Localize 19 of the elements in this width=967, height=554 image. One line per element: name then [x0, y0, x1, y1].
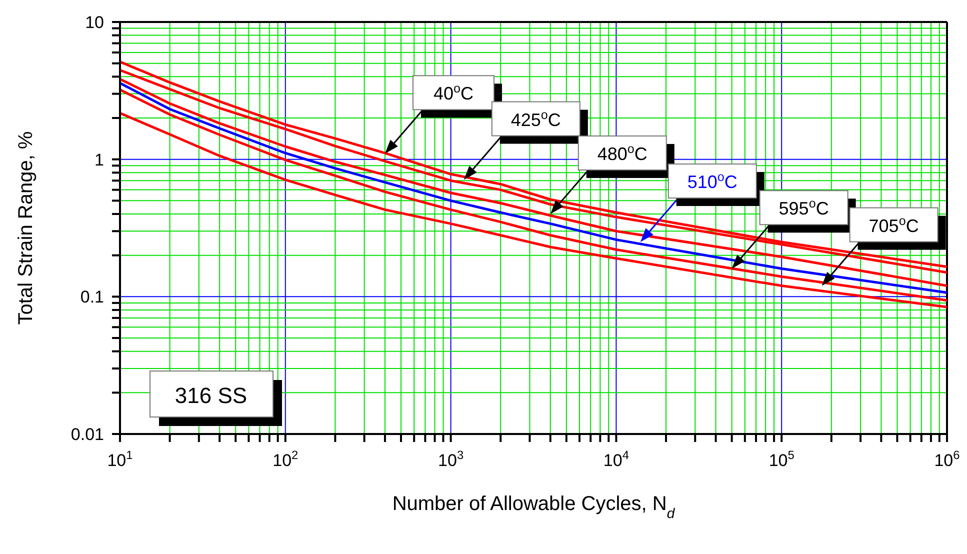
y-tick-label: 10	[85, 13, 104, 32]
y-tick-label: 0.01	[70, 425, 104, 444]
x-tick-label: 10$^{1}$	[107, 448, 134, 470]
annotation: 510$^{o}$C	[687, 170, 738, 192]
annotation: 425$^{o}$C	[510, 108, 561, 130]
y-axis-title: Total Strain Range, %	[15, 131, 37, 325]
x-tick-label: 10$^{4}$	[603, 448, 630, 470]
annotation: 40$^{o}$C	[433, 82, 474, 104]
annotation: 595$^{o}$C	[778, 196, 829, 219]
annotation: 480$^{o}$C	[597, 142, 648, 164]
y-tick-label: 1	[94, 150, 104, 170]
annotation: 316 SS	[174, 383, 248, 408]
annotation: 705$^{o}$C	[868, 214, 919, 236]
y-tick-label: 0.1	[80, 288, 104, 307]
x-tick-label: 10$^{2}$	[272, 448, 299, 470]
x-tick-label: 10$^{6}$	[934, 448, 960, 470]
x-tick-label: 10$^{3}$	[438, 448, 464, 470]
x-axis-title: Number of Allowable Cycles, N$_{d}$	[392, 493, 676, 521]
x-tick-label: 10$^{5}$	[768, 448, 795, 470]
